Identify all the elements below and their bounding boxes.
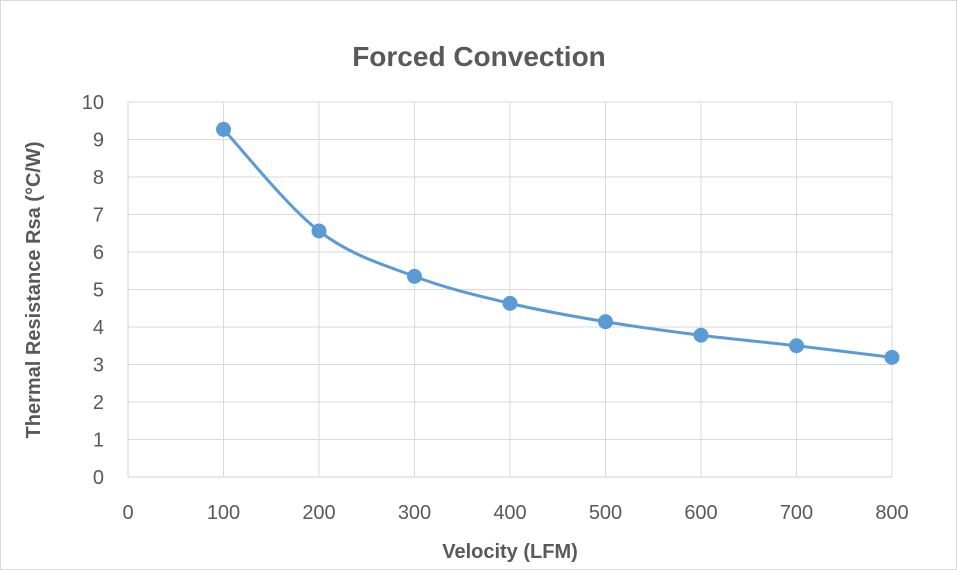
data-point xyxy=(693,327,709,343)
series-line xyxy=(222,127,894,359)
x-tick-label: 600 xyxy=(684,502,717,524)
x-tick-label: 400 xyxy=(493,502,526,524)
y-tick-label: 3 xyxy=(93,355,104,377)
x-tick-label: 100 xyxy=(207,502,240,524)
chart-title: Forced Convection xyxy=(352,41,606,72)
y-tick-label: 1 xyxy=(93,430,104,452)
series-layer xyxy=(216,121,900,365)
data-point xyxy=(407,268,422,284)
gridlines xyxy=(128,101,893,477)
y-tick-label: 8 xyxy=(93,167,104,189)
y-tick-label: 9 xyxy=(93,130,104,152)
data-point xyxy=(502,295,518,311)
axes xyxy=(127,102,892,478)
y-tick-label: 4 xyxy=(93,317,104,339)
data-point xyxy=(216,121,231,137)
y-tick-label: 7 xyxy=(93,205,104,227)
y-tick-label: 6 xyxy=(93,242,104,264)
x-tick-label: 500 xyxy=(589,502,622,524)
y-axis-title: Thermal Resistance Rsa (°C/W) xyxy=(23,142,45,439)
x-tick-label: 300 xyxy=(398,502,431,524)
data-point xyxy=(884,349,900,365)
y-tick-label: 2 xyxy=(93,392,104,414)
y-tick-label: 10 xyxy=(82,92,104,114)
data-point xyxy=(598,314,613,330)
x-axis-title: Velocity (LFM) xyxy=(442,541,578,563)
y-tick-label: 0 xyxy=(93,467,104,489)
y-axis-ticks: 0 1 2 3 4 5 6 7 8 9 10 xyxy=(82,92,104,489)
x-tick-label: 800 xyxy=(875,502,908,524)
data-point xyxy=(311,223,327,239)
data-point xyxy=(789,338,804,354)
x-tick-label: 0 xyxy=(122,502,133,524)
y-tick-label: 5 xyxy=(93,280,104,302)
x-tick-label: 200 xyxy=(302,502,335,524)
x-tick-label: 700 xyxy=(780,502,813,524)
x-axis-ticks: 0 100 200 300 400 500 600 700 800 xyxy=(122,502,908,524)
